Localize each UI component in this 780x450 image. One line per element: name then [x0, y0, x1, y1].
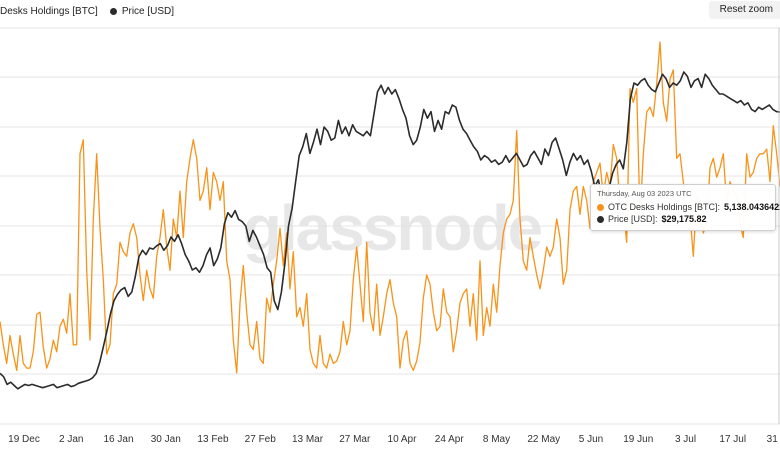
- legend-label-otc: Desks Holdings [BTC]: [0, 6, 98, 17]
- legend-dot-price: [109, 8, 117, 15]
- legend: Desks Holdings [BTC] Price [USD]: [0, 6, 174, 17]
- x-tick-label: 10 Apr: [388, 434, 418, 445]
- x-tick-label: 2 Jan: [59, 434, 83, 445]
- tooltip-dot-price: [597, 215, 604, 223]
- reset-zoom-button[interactable]: Reset zoom: [708, 1, 780, 19]
- x-tick-label: 19 Dec: [8, 434, 40, 445]
- x-tick-label: 17 Jul: [719, 434, 746, 445]
- x-tick-label: 13 Feb: [197, 434, 229, 445]
- x-axis: 19 Dec 2 Jan 16 Jan 30 Jan 13 Feb 27 Feb 13 Ma…: [8, 434, 780, 445]
- tooltip-date: Thursday, Aug 03 2023 UTC: [597, 189, 692, 198]
- x-tick-label: 3 Jul: [675, 434, 696, 445]
- x-tick-label: 13 Mar: [292, 434, 324, 445]
- x-tick-label: 30 Jan: [151, 434, 181, 445]
- x-tick-label: 31 Jul: [767, 434, 780, 445]
- tooltip-dot-otc: [597, 203, 604, 211]
- series-line-price: [0, 71, 780, 390]
- x-tick-label: 19 Jun: [623, 434, 653, 445]
- tooltip-otc-value: 5,138.04364217: [724, 202, 780, 212]
- tooltip-otc-label: OTC Desks Holdings [BTC]:: [608, 202, 721, 212]
- series-line-otc: [0, 41, 780, 374]
- x-tick-label: 5 Jun: [579, 434, 603, 445]
- tooltip-row-price: Price [USD]: $29,175.82: [597, 213, 769, 225]
- legend-item-price[interactable]: Price [USD]: [109, 6, 175, 17]
- x-tick-label: 27 Feb: [245, 434, 277, 445]
- tooltip-price-label: Price [USD]:: [608, 214, 658, 224]
- x-tick-label: 22 May: [527, 434, 560, 445]
- tooltip-price-value: $29,175.82: [661, 214, 707, 224]
- series-layer: [0, 41, 780, 390]
- x-tick-label: 24 Apr: [435, 434, 465, 445]
- legend-label-price: Price [USD]: [121, 6, 175, 17]
- legend-item-otc[interactable]: Desks Holdings [BTC]: [0, 6, 98, 17]
- x-tick-label: 27 Mar: [339, 434, 371, 445]
- x-tick-label: 16 Jan: [103, 434, 133, 445]
- grid-lines: [0, 27, 780, 425]
- tooltip-row-otc: OTC Desks Holdings [BTC]: 5,138.04364217: [597, 201, 780, 213]
- hover-tooltip: Thursday, Aug 03 2023 UTC OTC Desks Hold…: [590, 184, 780, 231]
- x-tick-label: 8 May: [483, 434, 510, 445]
